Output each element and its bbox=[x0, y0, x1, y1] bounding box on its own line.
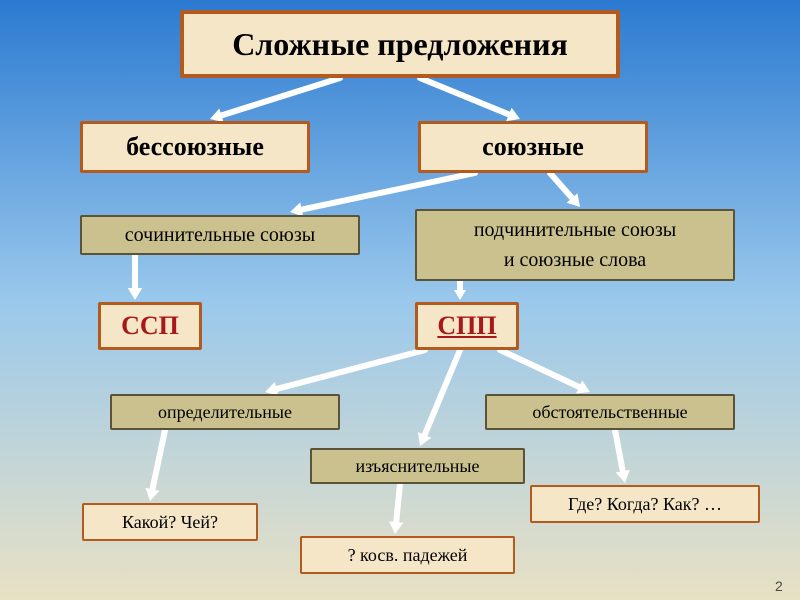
node-label: СПП bbox=[437, 311, 496, 341]
node-podchinitelnye: подчинительные союзыи союзные слова bbox=[415, 209, 735, 281]
node-kakoy: Какой? Чей? bbox=[82, 503, 258, 541]
node-label: Какой? Чей? bbox=[122, 512, 218, 533]
slide-number-text: 2 bbox=[775, 578, 783, 594]
slide-number: 2 bbox=[775, 578, 783, 594]
node-soyuznye: союзные bbox=[418, 121, 648, 173]
node-label: сочинительные союзы bbox=[125, 224, 315, 247]
node-obstoyatelstvennye: обстоятельственные bbox=[485, 394, 735, 430]
node-kosv: ? косв. падежей bbox=[300, 536, 515, 574]
node-izyasnitelnye: изъяснительные bbox=[310, 448, 525, 484]
node-ssp: ССП bbox=[98, 302, 202, 350]
node-spp: СПП bbox=[415, 302, 519, 350]
node-sochinitelnye: сочинительные союзы bbox=[80, 215, 360, 255]
node-label: союзные bbox=[482, 132, 584, 162]
node-label: обстоятельственные bbox=[532, 402, 687, 423]
title-text: Сложные предложения bbox=[232, 26, 568, 63]
node-opredelitelnye: определительные bbox=[110, 394, 340, 430]
node-label: бессоюзные bbox=[126, 132, 264, 162]
node-bessoyuznye: бессоюзные bbox=[80, 121, 310, 173]
node-gde: Где? Когда? Как? … bbox=[530, 485, 760, 523]
node-label: изъяснительные bbox=[355, 456, 479, 477]
title-box: Сложные предложения bbox=[180, 10, 620, 78]
node-label: Где? Когда? Как? … bbox=[568, 494, 722, 515]
node-label: ? косв. падежей bbox=[348, 545, 468, 566]
node-label: подчинительные союзыи союзные слова bbox=[474, 215, 676, 275]
node-label: ССП bbox=[121, 311, 179, 341]
node-label: определительные bbox=[158, 402, 292, 423]
